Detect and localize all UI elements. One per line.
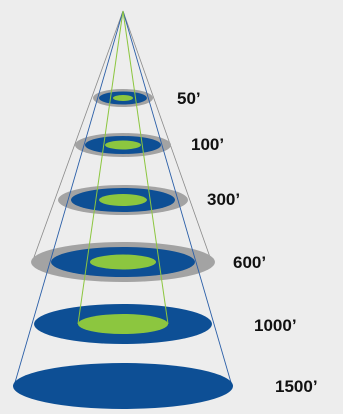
outer-cone-line-left <box>32 10 124 261</box>
distance-label-300: 300’ <box>207 190 240 209</box>
spot-ellipse <box>105 140 141 150</box>
level-50 <box>93 89 153 107</box>
distance-label-50: 50’ <box>177 89 201 108</box>
spot-cone-line-right <box>122 10 169 325</box>
beam-ellipse <box>13 363 233 409</box>
outer-cone-line-right <box>122 10 212 261</box>
distance-label-600: 600’ <box>233 253 266 272</box>
distance-label-100: 100’ <box>191 135 224 154</box>
level-600 <box>31 242 215 282</box>
spot-ellipse <box>99 194 147 206</box>
level-1500 <box>13 363 233 409</box>
distance-label-1500: 1500’ <box>275 377 318 396</box>
distance-label-1000: 1000’ <box>254 316 297 335</box>
spot-ellipse <box>113 95 133 101</box>
level-300 <box>58 185 188 215</box>
level-100 <box>75 133 171 157</box>
spot-ellipse <box>78 314 168 334</box>
spot-cone-line-left <box>77 10 124 325</box>
beam-cone-line-right <box>122 10 233 387</box>
spot-ellipse <box>90 254 156 270</box>
level-1000 <box>34 304 212 344</box>
beam-cone-line-left <box>13 10 124 387</box>
